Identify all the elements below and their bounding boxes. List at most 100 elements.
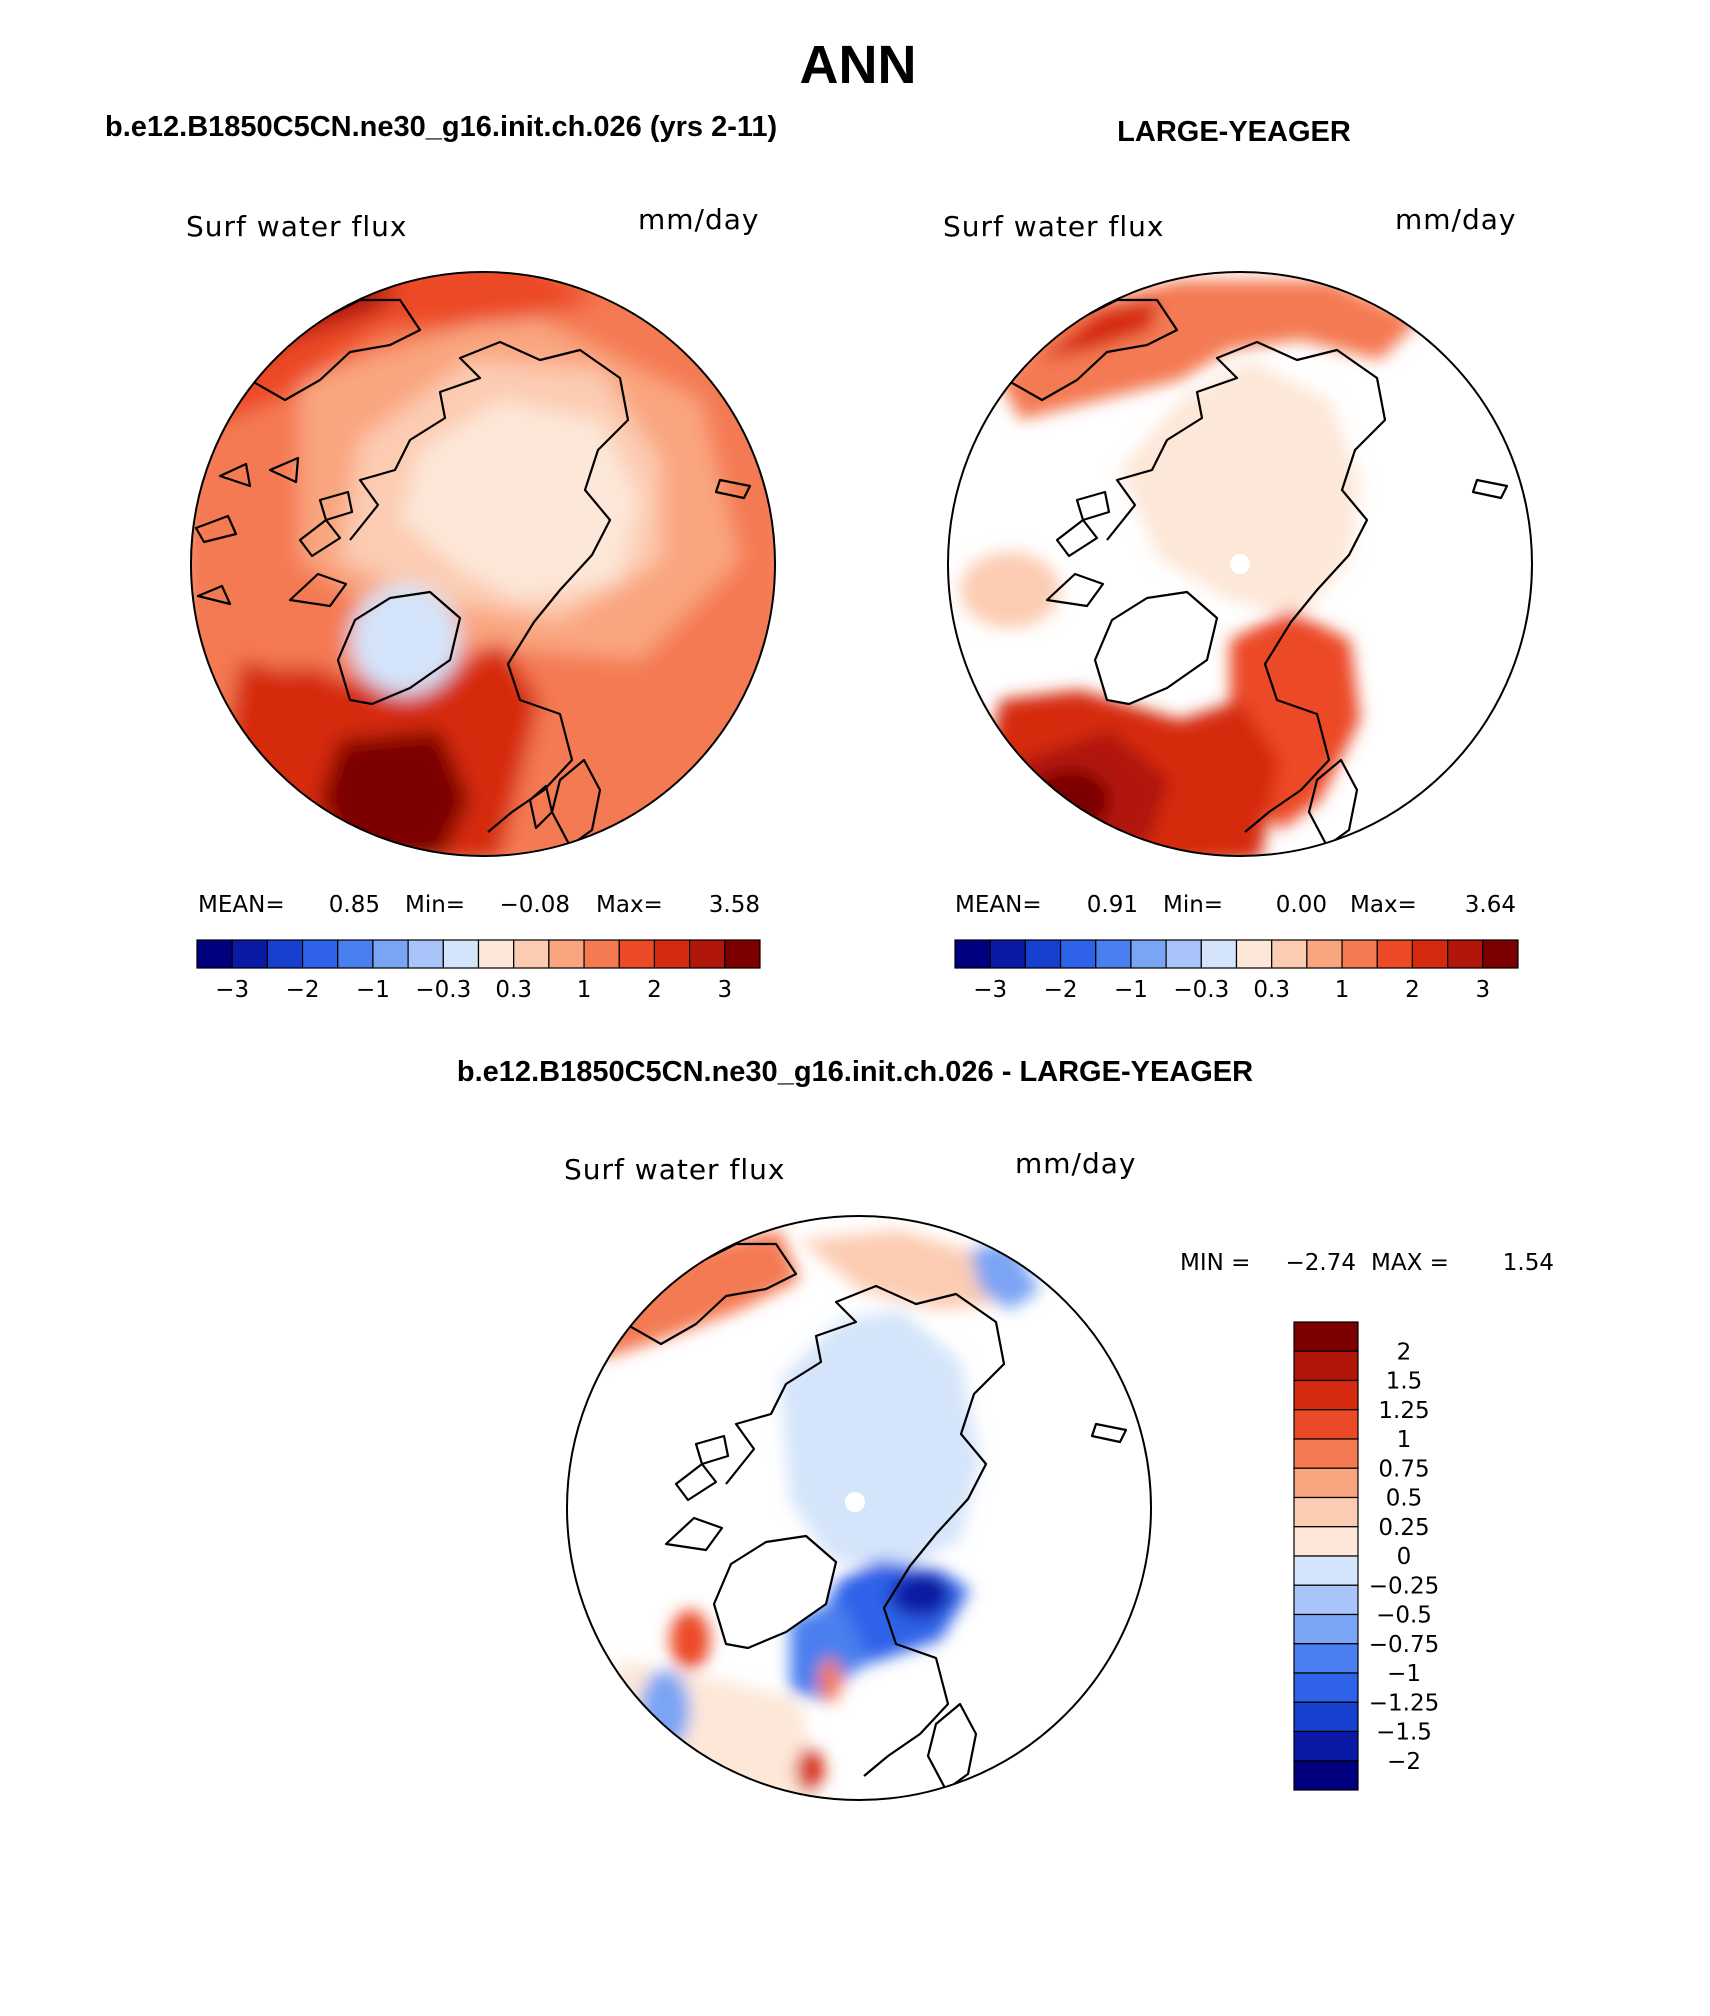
field-labrador-diff	[670, 1610, 710, 1670]
colorbar-tick-label: 0	[1397, 1544, 1412, 1570]
colorbar-tick-label: −2	[1387, 1749, 1421, 1775]
mean-label: MEAN=	[955, 892, 1042, 918]
greenland-land-obs	[1095, 592, 1217, 704]
colorbar-cell	[1447, 939, 1484, 969]
mean-value: 0.85	[329, 892, 380, 918]
colorbar-cell	[1293, 1643, 1359, 1674]
colorbar-tick-label: 1	[1335, 977, 1350, 1003]
field-greenland-model	[350, 585, 460, 695]
max-value: 3.58	[709, 892, 760, 918]
colorbar-tick-label: −1.25	[1369, 1690, 1439, 1716]
colorbar-cell	[1411, 939, 1449, 969]
panel-diff-stats: MIN = −2.74 MAX = 1.54	[1180, 1250, 1554, 1276]
colorbar-tick-label: 3	[1475, 977, 1490, 1003]
panel-obs-stats: MEAN= 0.91 Min= 0.00 Max= 3.64	[955, 892, 1516, 918]
colorbar-cell	[1200, 939, 1238, 969]
colorbar-cell	[1293, 1555, 1359, 1586]
field-bering-blue-diff	[970, 1240, 1040, 1310]
colorbar-cell	[513, 939, 550, 969]
field-pacific-pale-diff	[800, 1230, 1020, 1310]
colorbar-cell	[989, 939, 1026, 969]
colorbar-cell	[689, 939, 726, 969]
colorbar-cell	[1306, 939, 1343, 969]
colorbar-tick-label: 0.5	[1386, 1486, 1423, 1512]
colorbar-cell	[1293, 1321, 1359, 1352]
colorbar-cell	[372, 939, 409, 969]
colorbar-cell	[1293, 1730, 1359, 1762]
field-arctic-obs	[1120, 360, 1360, 620]
colorbar-tick-label: −0.3	[1173, 977, 1229, 1003]
colorbar-cell	[1293, 1438, 1359, 1469]
colorbar-cell	[1165, 939, 1202, 969]
colorbar-cell	[231, 939, 268, 969]
mean-value: 0.91	[1087, 892, 1138, 918]
colorbar-cell	[583, 939, 620, 969]
field-hudson-obs	[960, 552, 1060, 628]
colorbar-cell	[1293, 1760, 1359, 1791]
colorbar-cell	[548, 939, 585, 969]
min-value: −0.08	[500, 892, 570, 918]
diff-title: b.e12.B1850C5CN.ne30_g16.init.ch.026 - L…	[457, 1056, 1253, 1088]
min-value: 0.00	[1276, 892, 1327, 918]
min-label: MIN =	[1180, 1250, 1250, 1276]
panel-right-title: LARGE-YEAGER	[1117, 116, 1351, 148]
colorbar-tick-label: −1	[356, 977, 390, 1003]
panel-diff-boundary	[566, 1215, 1152, 1801]
colorbar-diff: 2 1.5 1.25 1 0.75 0.5 0.25 0 −0.25 −0.5 −0.75 −1 −1.…	[1293, 1321, 1439, 1791]
colorbar-obs: −3 −2 −1 −0.3 0.3 1 2 3	[954, 939, 1519, 1003]
colorbar-tick-label: −1.5	[1376, 1720, 1432, 1746]
max-label: Max=	[1350, 892, 1417, 918]
colorbar-cell	[724, 939, 761, 969]
panel-obs: Surf water flux mm/day	[943, 203, 1533, 1003]
panel-model-units: mm/day	[638, 203, 760, 236]
colorbar-tick-label: 2	[1397, 1339, 1412, 1365]
colorbar-cell	[266, 939, 304, 969]
colorbar-tick-label: 0.75	[1378, 1456, 1429, 1482]
pole-hole-diff	[845, 1492, 865, 1512]
colorbar-tick-label: 0.25	[1378, 1515, 1429, 1541]
panel-left-title: b.e12.B1850C5CN.ne30_g16.init.ch.026 (yr…	[105, 111, 777, 143]
field-pacific-diff	[600, 1230, 800, 1360]
pole-hole-obs	[1230, 554, 1250, 574]
colorbar-cell	[1482, 939, 1519, 969]
colorbar-cell	[1293, 1379, 1359, 1411]
panel-obs-field	[948, 272, 1532, 856]
colorbar-tick-label: −0.25	[1369, 1573, 1439, 1599]
panel-obs-boundary	[947, 271, 1533, 857]
colorbar-tick-label: 1.5	[1386, 1369, 1423, 1395]
panel-obs-variable: Surf water flux	[943, 210, 1164, 243]
colorbar-model: −3 −2 −1 −0.3 0.3 1 2 3	[196, 939, 761, 1003]
colorbar-cell	[1130, 939, 1167, 969]
panel-model-stats: MEAN= 0.85 Min= −0.08 Max= 3.58	[198, 892, 760, 918]
coastlines-model	[194, 298, 752, 848]
colorbar-cell	[1293, 1584, 1359, 1616]
colorbar-tick-label: 0.3	[495, 977, 532, 1003]
min-label: Min=	[1163, 892, 1223, 918]
max-value: 3.64	[1465, 892, 1516, 918]
figure-title: ANN	[800, 35, 917, 95]
field-arctic-diff	[780, 1310, 980, 1570]
colorbar-cell	[196, 939, 233, 969]
colorbar-tick-label: −1	[1114, 977, 1148, 1003]
colorbar-cell	[1293, 1526, 1359, 1557]
colorbar-cell	[442, 939, 480, 969]
field-kara-core-diff	[924, 1584, 936, 1596]
panel-diff-units: mm/day	[1015, 1147, 1137, 1180]
field-arctic-core-model	[400, 400, 640, 600]
colorbar-cell	[337, 939, 374, 969]
colorbar-cell	[1293, 1350, 1359, 1382]
colorbar-cell	[301, 939, 339, 969]
colorbar-cell	[1271, 939, 1308, 969]
panel-model: Surf water flux mm/day	[186, 203, 776, 1003]
colorbar-cell	[954, 939, 991, 969]
field-labrador-model	[265, 667, 345, 723]
min-value: −2.74	[1286, 1250, 1356, 1276]
colorbar-cell	[1024, 939, 1062, 969]
colorbar-tick-label: 1	[577, 977, 592, 1003]
colorbar-tick-label: 1	[1397, 1427, 1412, 1453]
colorbar-cell	[1293, 1496, 1359, 1528]
colorbar-cell	[1341, 939, 1378, 969]
colorbar-cell	[1293, 1672, 1359, 1703]
greenland-land-diff	[714, 1536, 836, 1648]
